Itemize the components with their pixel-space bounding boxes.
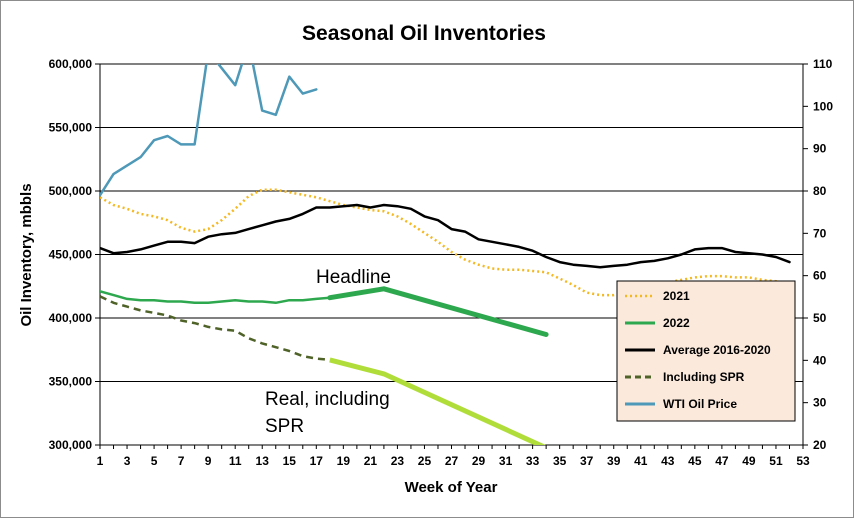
y2-tick-label: 110 bbox=[813, 57, 833, 71]
legend-label-2021: 2021 bbox=[663, 289, 690, 303]
y2-tick-label: 70 bbox=[813, 226, 827, 240]
series-line-2022 bbox=[100, 290, 332, 305]
x-tick-label: 41 bbox=[634, 454, 648, 468]
x-tick-label: 19 bbox=[337, 454, 351, 468]
y2-tick-label: 20 bbox=[813, 438, 827, 452]
x-tick-label: 53 bbox=[796, 454, 810, 468]
x-tick-label: 1 bbox=[97, 454, 104, 468]
x-tick-label: 17 bbox=[310, 454, 324, 468]
x-tick-label: 31 bbox=[499, 454, 513, 468]
x-tick-label: 7 bbox=[178, 454, 185, 468]
y-axis-title: Oil Inventory, mbbls bbox=[18, 183, 35, 326]
legend-item-including-spr: Including SPR bbox=[625, 370, 745, 384]
legend-item-2022: 2022 bbox=[625, 316, 690, 330]
y-tick-label: 500,000 bbox=[49, 184, 93, 198]
y-tick-label: 450,000 bbox=[49, 248, 93, 262]
x-tick-label: 5 bbox=[151, 454, 158, 468]
y-tick-label: 400,000 bbox=[49, 311, 93, 325]
x-tick-label: 23 bbox=[391, 454, 405, 468]
y-tick-label: 600,000 bbox=[49, 57, 93, 71]
x-tick-label: 11 bbox=[229, 454, 242, 468]
annotation-real-including: Real, including bbox=[265, 389, 390, 410]
x-tick-label: 3 bbox=[124, 454, 131, 468]
x-tick-label: 47 bbox=[715, 454, 729, 468]
series-line-including-spr bbox=[100, 295, 330, 362]
legend-item-2021: 2021 bbox=[625, 289, 690, 303]
x-tick-label: 29 bbox=[472, 454, 486, 468]
y2-tick-label: 40 bbox=[813, 353, 827, 367]
legend-label-average: Average 2016-2020 bbox=[663, 343, 771, 357]
y-tick-label: 350,000 bbox=[49, 375, 93, 389]
legend: 2021 2022 Average 2016-2020 Including SP… bbox=[616, 280, 796, 422]
y-tick-label: 550,000 bbox=[49, 121, 93, 135]
x-tick-label: 13 bbox=[256, 454, 270, 468]
y2-tick-label: 80 bbox=[813, 184, 827, 198]
x-tick-label: 25 bbox=[418, 454, 432, 468]
y2-tick-label: 50 bbox=[813, 311, 827, 325]
x-tick-label: 37 bbox=[580, 454, 594, 468]
annotation-spr: SPR bbox=[265, 416, 304, 437]
x-tick-label: 43 bbox=[661, 454, 675, 468]
axes-layer: 300,000 350,000 400,000 450,000 500,000 550,0… bbox=[49, 57, 834, 468]
x-tick-label: 49 bbox=[742, 454, 756, 468]
y2-tick-label: 90 bbox=[813, 142, 827, 156]
series-line-2022-projection bbox=[327, 286, 549, 337]
y2-tick-label: 30 bbox=[813, 396, 827, 410]
legend-label-including-spr: Including SPR bbox=[663, 370, 745, 384]
x-axis-title: Week of Year bbox=[405, 479, 498, 496]
x-tick-label: 21 bbox=[364, 454, 378, 468]
y-tick-label: 300,000 bbox=[49, 438, 93, 452]
legend-label-2022: 2022 bbox=[663, 316, 690, 330]
legend-item-wti: WTI Oil Price bbox=[625, 397, 737, 411]
x-tick-label: 15 bbox=[283, 454, 297, 468]
legend-item-average: Average 2016-2020 bbox=[625, 343, 771, 357]
series-line-average-2016-2020 bbox=[100, 203, 791, 269]
y2-tick-label: 60 bbox=[813, 269, 827, 283]
x-tick-label: 27 bbox=[445, 454, 459, 468]
chart-title: Seasonal Oil Inventories bbox=[302, 22, 546, 45]
x-tick-label: 51 bbox=[769, 454, 783, 468]
x-tick-label: 35 bbox=[553, 454, 567, 468]
y2-tick-label: 100 bbox=[813, 99, 833, 113]
series-line-wti-oil-price bbox=[100, 64, 318, 197]
x-tick-label: 45 bbox=[688, 454, 702, 468]
x-tick-label: 9 bbox=[205, 454, 212, 468]
annotation-headline: Headline bbox=[316, 267, 391, 288]
x-tick-label: 33 bbox=[526, 454, 540, 468]
legend-label-wti: WTI Oil Price bbox=[663, 397, 737, 411]
x-tick-label: 39 bbox=[607, 454, 621, 468]
series-line-including-spr-projection bbox=[329, 357, 546, 445]
series-layer bbox=[100, 64, 791, 445]
